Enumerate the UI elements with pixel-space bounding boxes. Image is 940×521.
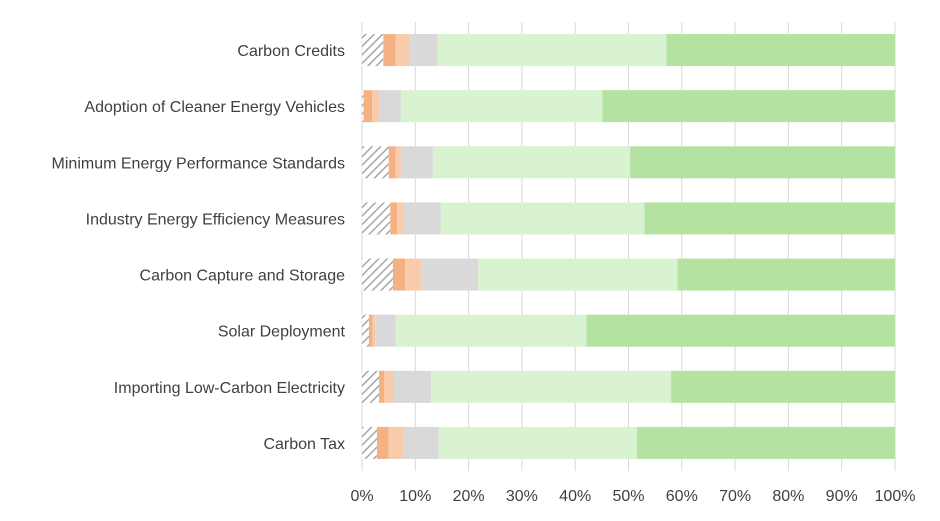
bar-segment <box>384 370 394 403</box>
gridlines <box>361 22 896 471</box>
bar-segment <box>383 34 396 67</box>
bar-segment <box>362 314 369 347</box>
bar-segment <box>375 314 396 347</box>
bar-segment <box>388 426 404 459</box>
bar-segment <box>362 90 364 123</box>
category-label: Solar Deployment <box>218 324 346 341</box>
category-label: Industry Energy Efficiency Measures <box>86 211 345 228</box>
x-tick-label: 100% <box>875 488 916 505</box>
x-tick-label: 40% <box>559 488 591 505</box>
category-label: Minimum Energy Performance Standards <box>52 155 345 172</box>
bar-segment <box>397 202 405 235</box>
x-tick-label: 70% <box>719 488 751 505</box>
bar-segment <box>405 258 422 291</box>
bar-segment <box>395 314 587 347</box>
bar-segment <box>637 426 895 459</box>
bar-segment <box>362 370 380 403</box>
bar-segment <box>431 370 672 403</box>
bar-segment <box>438 426 638 459</box>
bar-segment <box>644 202 895 235</box>
bar-segment <box>362 202 391 235</box>
bar-segment <box>379 370 385 403</box>
bar-segment <box>677 258 895 291</box>
bars <box>362 34 895 459</box>
bar-segment <box>432 146 631 179</box>
bar-segment <box>395 34 410 67</box>
category-label: Importing Low-Carbon Electricity <box>114 380 345 397</box>
x-tick-label: 0% <box>350 488 373 505</box>
bar-segment <box>363 90 373 123</box>
bar-segment <box>586 314 895 347</box>
bar-segment <box>671 370 895 403</box>
x-tick-label: 80% <box>772 488 804 505</box>
bar-segment <box>362 258 393 291</box>
category-label: Adoption of Cleaner Energy Vehicles <box>84 99 345 116</box>
x-axis-tick-labels: 0% 10% 20% 30% 40% 50% 60% 70% 80% 90% 100% <box>350 488 915 505</box>
bar-segment <box>379 90 401 123</box>
bar-segment <box>440 202 645 235</box>
bar-segment <box>478 258 678 291</box>
bar-segment <box>372 90 380 123</box>
bar-segment <box>362 426 377 459</box>
bar-segment <box>421 258 479 291</box>
bar-segment <box>602 90 895 123</box>
bar-segment <box>400 90 603 123</box>
bar-segment <box>630 146 895 179</box>
bar-segment <box>392 258 406 291</box>
category-label: Carbon Capture and Storage <box>140 268 346 285</box>
x-tick-label: 90% <box>826 488 858 505</box>
bar-segment <box>372 314 376 347</box>
bar-segment <box>666 34 895 67</box>
x-tick-label: 60% <box>666 488 698 505</box>
category-label: Carbon Tax <box>263 436 345 453</box>
bar-segment <box>362 146 389 179</box>
category-labels: Carbon Credits Adoption of Cleaner Energy… <box>52 43 346 453</box>
bar-segment <box>409 34 438 67</box>
bar-segment <box>390 202 398 235</box>
bar-segment <box>388 146 396 179</box>
bar-segment <box>393 370 432 403</box>
category-label: Carbon Credits <box>237 43 345 60</box>
bar-segment <box>404 202 441 235</box>
bar-segment <box>362 34 384 67</box>
bar-segment <box>400 146 433 179</box>
x-tick-label: 30% <box>506 488 538 505</box>
x-tick-label: 50% <box>612 488 644 505</box>
bar-segment <box>368 314 373 347</box>
bar-segment <box>437 34 667 67</box>
bar-segment <box>376 426 389 459</box>
x-tick-label: 10% <box>399 488 431 505</box>
bar-segment <box>395 146 401 179</box>
bar-segment <box>403 426 439 459</box>
x-tick-label: 20% <box>453 488 485 505</box>
